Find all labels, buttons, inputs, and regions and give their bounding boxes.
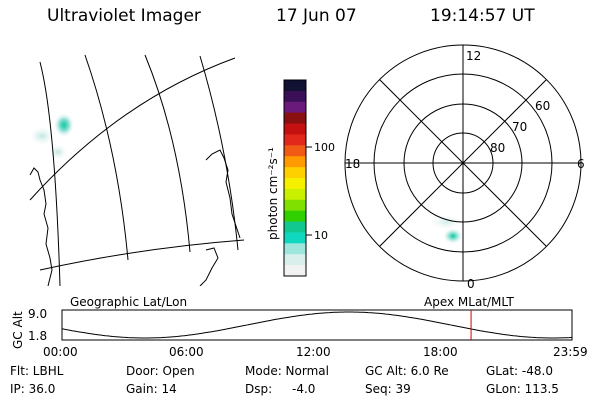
mlt-label-0: 0 <box>467 277 475 291</box>
coastline <box>29 167 53 286</box>
gain-info: Gain: 14 <box>126 382 177 396</box>
colorbar-segment <box>284 112 306 125</box>
timeline-xtick-2: 12:00 <box>296 345 331 359</box>
ring-50 <box>344 44 582 282</box>
altitude-curve <box>61 311 573 339</box>
colorbar-segment <box>284 145 306 157</box>
timeline-axis-label: GC Alt <box>11 311 25 349</box>
colorbar-segment <box>284 265 306 277</box>
gc-alt-info: GC Alt: 6.0 Re <box>365 364 449 378</box>
colorbar-segment <box>284 123 306 135</box>
colorbar-segment <box>284 178 306 190</box>
timeline-right-label: Apex MLat/MLT <box>424 295 514 309</box>
timeline-xtick-3: 18:00 <box>423 345 458 359</box>
colorbar-segment <box>284 188 306 201</box>
timeline-xtick-0: 00:00 <box>43 345 78 359</box>
dsp-info-label: Dsp: <box>245 382 273 396</box>
lat-label-70: 70 <box>512 120 527 134</box>
timeline-xtick-1: 06:00 <box>169 345 204 359</box>
colorbar-segment <box>284 199 306 212</box>
colorbar-segment <box>284 232 306 244</box>
mlt-label-6: 6 <box>577 157 585 171</box>
lat-label-60: 60 <box>535 99 550 113</box>
lat-label-80: 80 <box>490 141 505 155</box>
ring-80 <box>432 132 494 194</box>
colorbar-segment <box>284 101 306 114</box>
colorbar-segment <box>284 243 306 255</box>
glat-info: GLat: -48.0 <box>486 364 553 378</box>
colorbar-tick-10: 10 <box>314 229 328 242</box>
timeline-ytick-min: 1.8 <box>28 329 47 343</box>
colorbar-segment <box>284 156 306 168</box>
colorbar-segment <box>284 134 306 146</box>
dsp-info-value: -4.0 <box>292 382 316 396</box>
ring-70 <box>403 103 523 223</box>
colorbar-segment <box>284 254 306 266</box>
app-title: Ultraviolet Imager <box>47 6 201 26</box>
ring-60 <box>373 73 553 253</box>
colorbar-tick-100: 100 <box>314 141 335 154</box>
time-label: 19:14:57 UT <box>430 6 535 26</box>
colorbar-segment <box>284 167 306 179</box>
timeline-left-label: Geographic Lat/Lon <box>70 295 188 309</box>
mode-info: Mode: Normal <box>245 364 329 378</box>
glon-info: GLon: 113.5 <box>486 382 559 396</box>
colorbar-segment <box>284 90 306 103</box>
mlt-label-12: 12 <box>466 49 481 63</box>
polar-aurora-spot <box>443 228 463 244</box>
colorbar-label: photon cm⁻²s⁻¹ <box>266 147 280 240</box>
colorbar-segment <box>284 80 306 92</box>
seq-info: Seq: 39 <box>365 382 411 396</box>
date-label: 17 Jun 07 <box>276 6 357 26</box>
aurora-spot <box>54 113 74 137</box>
door-info: Door: Open <box>126 364 195 378</box>
filter-info: Flt: LBHL <box>10 364 64 378</box>
timeline-ytick-max: 9.0 <box>28 307 47 321</box>
ip-info: IP: 36.0 <box>10 382 56 396</box>
grid-line <box>39 61 61 286</box>
colorbar-segment <box>284 221 306 233</box>
mlt-label-18: 18 <box>345 157 360 171</box>
timeline-xtick-4: 23:59 <box>553 345 588 359</box>
colorbar-segment <box>284 210 306 223</box>
